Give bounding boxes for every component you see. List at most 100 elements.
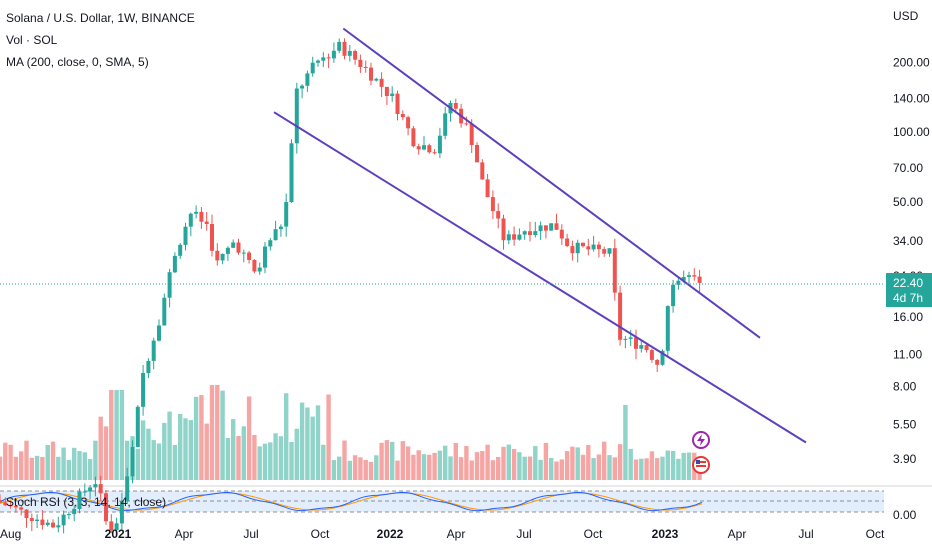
candle	[125, 467, 130, 504]
candle	[634, 329, 638, 360]
volume-bar	[405, 446, 411, 480]
candle	[475, 142, 479, 163]
price-axis[interactable]: USD200.00140.00100.0070.0050.0034.0024.0…	[893, 9, 930, 522]
volume-bar	[437, 450, 443, 480]
volume-bar	[93, 440, 98, 480]
volume-bar	[644, 458, 649, 480]
volume-bar	[77, 451, 82, 480]
time-tick: Apr	[175, 527, 194, 541]
candle	[411, 125, 416, 148]
volume-bar	[681, 452, 686, 480]
ma-label[interactable]: MA (200, close, 0, SMA, 5)	[6, 55, 149, 69]
candle	[98, 475, 103, 502]
candle	[109, 514, 114, 533]
candles	[0, 38, 702, 535]
volume-bar	[522, 456, 527, 480]
candle	[655, 358, 660, 372]
channel-lines[interactable]	[273, 27, 807, 444]
volume-bar	[135, 448, 140, 480]
volume-bar	[517, 452, 522, 480]
volume-bar	[294, 428, 299, 480]
volume-bar	[24, 440, 29, 480]
candle	[141, 365, 146, 416]
volume-bar	[649, 451, 655, 480]
candle	[416, 143, 421, 155]
candle	[321, 52, 326, 67]
lightning-icon[interactable]	[692, 431, 710, 449]
volume-bar	[670, 450, 676, 480]
volume-bar	[284, 393, 289, 480]
stoch-rsi-pane	[0, 485, 932, 513]
price-tick: 5.50	[893, 418, 917, 432]
time-axis[interactable]: Aug 2021 Apr Jul Oct 2022 Apr Jul Oct 2023 Apr Jul O…	[0, 527, 885, 541]
volume-bar	[665, 450, 670, 480]
volume-bar	[352, 455, 358, 480]
candle	[199, 207, 204, 229]
volume-bar	[188, 420, 193, 480]
candle	[45, 519, 50, 527]
volume-bar	[262, 443, 268, 480]
candle	[284, 193, 289, 237]
candle	[363, 60, 368, 73]
candle	[464, 116, 469, 126]
candle	[310, 56, 315, 77]
us-flag-icon[interactable]	[692, 456, 710, 474]
candle	[178, 243, 183, 259]
stoch-rsi-label[interactable]: Stoch RSI (3, 3, 14, 14, close)	[6, 495, 167, 509]
candle	[432, 149, 437, 155]
volume-bar	[246, 396, 252, 480]
candle	[29, 513, 34, 532]
candle	[448, 100, 453, 122]
candle	[56, 516, 61, 533]
candle	[146, 358, 151, 379]
candle	[24, 509, 29, 528]
svg-text:4d 7h: 4d 7h	[893, 291, 923, 305]
candle	[443, 106, 448, 140]
volume-bar	[358, 457, 363, 480]
volume-bar	[19, 451, 24, 480]
time-tick: Jul	[243, 527, 258, 541]
price-tick: 50.00	[893, 195, 923, 209]
candle	[167, 268, 172, 308]
candle	[596, 241, 601, 258]
candle	[692, 268, 697, 281]
volume-bar	[220, 390, 225, 480]
candle	[172, 252, 177, 273]
volume-bar	[511, 449, 517, 480]
volume-bar	[575, 447, 580, 480]
svg-text:22.40: 22.40	[893, 276, 923, 290]
candle	[501, 214, 506, 250]
volume-label[interactable]: Vol · SOL	[6, 33, 58, 47]
candle	[538, 221, 543, 240]
volume-bar	[331, 460, 337, 480]
volume-bar	[0, 456, 3, 480]
volume-bar	[167, 411, 172, 480]
volume-bar	[639, 458, 644, 480]
candle	[406, 115, 411, 136]
candle	[40, 510, 45, 530]
candle	[639, 340, 644, 353]
volume-bar	[628, 448, 633, 480]
candle	[400, 110, 405, 121]
volume-bar	[623, 405, 628, 480]
candle	[559, 224, 564, 245]
volume-bar	[533, 446, 538, 480]
candle	[220, 253, 225, 265]
channel-line-lower[interactable]	[273, 111, 807, 444]
candle	[273, 220, 278, 241]
candle	[671, 279, 676, 313]
volume-bar	[390, 441, 395, 480]
time-tick: Aug	[0, 527, 21, 541]
volume-bar	[140, 420, 146, 480]
channel-line-upper[interactable]	[342, 27, 761, 339]
candle	[326, 53, 331, 69]
volume-bar	[379, 442, 384, 480]
symbol-title[interactable]: Solana / U.S. Dollar, 1W, BINANCE	[6, 11, 195, 25]
volume-bar	[474, 452, 480, 480]
time-tick: Jul	[798, 527, 813, 541]
volume-bar	[586, 445, 591, 480]
volume-bar	[337, 456, 342, 480]
volume-bar	[347, 460, 352, 480]
volume-bar	[432, 452, 437, 480]
